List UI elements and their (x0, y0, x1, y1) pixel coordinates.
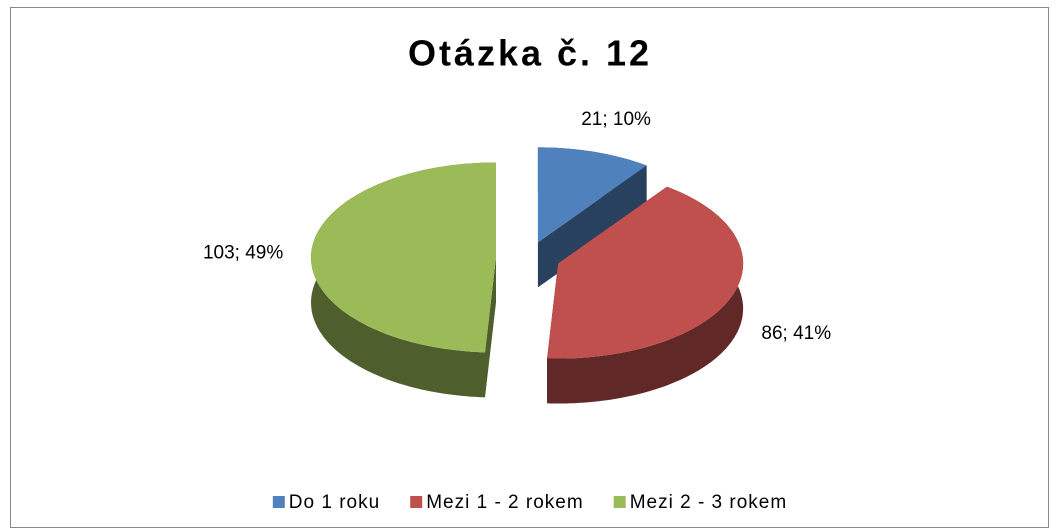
legend-swatch (272, 496, 285, 508)
legend-swatch (410, 496, 423, 508)
chart-frame (10, 7, 1049, 528)
legend-item: Do 1 roku (272, 492, 380, 513)
legend-item: Mezi 1 - 2 rokem (410, 492, 583, 513)
pie-slice (547, 186, 744, 359)
legend-label: Mezi 1 - 2 rokem (426, 492, 583, 513)
pie-slice (311, 162, 496, 353)
data-label: 86; 41% (761, 323, 831, 344)
legend-item: Mezi 2 - 3 rokem (613, 492, 787, 513)
data-label: 103; 49% (203, 243, 283, 264)
pie-slice (537, 147, 647, 243)
data-label: 21; 10% (581, 109, 651, 130)
chart-title: Otázka č. 12 (408, 33, 652, 74)
slice-cut-face (485, 257, 496, 398)
legend-swatch (613, 496, 626, 508)
legend-label: Mezi 2 - 3 rokem (630, 492, 787, 513)
legend-label: Do 1 roku (289, 492, 380, 513)
